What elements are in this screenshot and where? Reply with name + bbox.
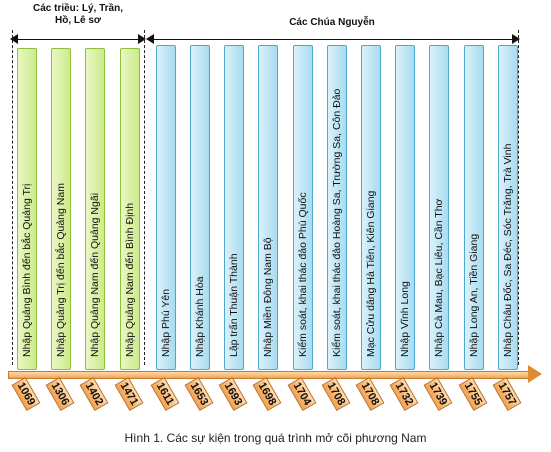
event-label: Kiểm soát, khai thác đảo Hoàng Sa, Trườn… <box>330 88 343 357</box>
year-tag: 1471 <box>114 377 144 411</box>
event-bar: Nhập Phú Yên <box>155 45 176 370</box>
event-bar: Nhập Quảng Trị đến bắc Quảng Nam <box>51 48 72 370</box>
nguyen-bracket-left-arrow <box>146 34 154 44</box>
event-label: Nhập Long An, Tiền Giang <box>467 233 480 357</box>
event-bar: Nhập Quảng Bình đến bắc Quảng Trị <box>17 48 37 370</box>
year-tag: 1739 <box>423 377 453 411</box>
dynasties-bracket-line <box>16 39 140 40</box>
separator-left <box>12 30 13 365</box>
event-label: Nhập Cà Mau, Bạc Liêu, Cần Thơ <box>433 198 446 357</box>
event-bar: Kiểm soát, khai thác đảo Hoàng Sa, Trườn… <box>326 45 347 370</box>
dynasties-label-line2: Hồ, Lê sơ <box>54 15 101 26</box>
event-label: Kiểm soát, khai thác đảo Phú Quốc <box>296 192 309 357</box>
figure-caption: Hình 1. Các sự kiện trong quá trình mở c… <box>124 431 427 445</box>
event-label: Nhập Quảng Nam đến Quảng Ngãi <box>89 192 102 357</box>
year-tag: 1653 <box>184 377 214 411</box>
dynasties-bracket-left-arrow <box>10 34 18 44</box>
event-label: Nhập Quảng Trị đến bắc Quảng Nam <box>55 183 68 357</box>
event-label: Nhập Quảng Bình đến bắc Quảng Trị <box>21 183 33 357</box>
year-tag: 1069 <box>11 377 41 411</box>
event-label: Nhập Vĩnh Long <box>399 281 412 357</box>
event-label: Nhập Châu Đốc, Sa Đéc, Sóc Trăng, Trà Vi… <box>501 143 514 357</box>
event-bar: Nhập Long An, Tiền Giang <box>463 45 484 370</box>
year-tag: 1755 <box>458 377 488 411</box>
event-bar: Kiểm soát, khai thác đảo Phú Quốc <box>292 45 313 370</box>
nguyen-bracket-right-arrow <box>512 34 520 44</box>
separator-right <box>518 30 519 365</box>
event-bar: Nhập Khánh Hòa <box>190 45 210 370</box>
event-bar: Nhập Quảng Nam đến Quảng Ngãi <box>85 48 106 370</box>
event-label: Nhập Miền Đông Nam Bộ <box>262 237 275 357</box>
timeline-arrow-head <box>528 365 542 383</box>
event-label: Nhập Phú Yên <box>159 288 172 357</box>
dynasties-bracket-right-arrow <box>138 34 146 44</box>
separator-middle <box>144 30 145 365</box>
dynasties-label-line1: Các triều: Lý, Trần, <box>32 3 124 14</box>
year-tag: 1704 <box>287 377 317 411</box>
year-tag: 1732 <box>389 377 419 411</box>
event-bar: Nhập Miền Đông Nam Bộ <box>258 45 279 370</box>
nguyen-bracket-line <box>152 39 514 40</box>
event-bar: Nhập Vĩnh Long <box>395 45 416 370</box>
year-tag: 1708 <box>321 377 351 411</box>
event-label: Nhập Quảng Nam đến Bình Định <box>123 202 136 357</box>
year-tag: 1402 <box>79 377 109 411</box>
year-tag: 1693 <box>218 377 248 411</box>
event-bar: Nhập Quảng Nam đến Bình Định <box>119 48 140 370</box>
nguyen-group-label: Các Chúa Nguyễn <box>289 17 375 28</box>
timeline-axis <box>8 371 530 379</box>
event-label: Mạc Cửu dâng Hà Tiên, Kiên Giang <box>365 190 377 357</box>
event-label: Nhập Khánh Hòa <box>194 276 206 357</box>
year-tag: 1611 <box>150 377 180 411</box>
year-tag: 1306 <box>45 377 75 411</box>
dynasties-group-label: Các triều: Lý, Trần, Hồ, Lê sơ <box>14 3 142 27</box>
event-bar: Nhập Cà Mau, Bạc Liêu, Cần Thơ <box>429 45 450 370</box>
event-bar: Nhập Châu Đốc, Sa Đéc, Sóc Trăng, Trà Vi… <box>497 45 518 370</box>
year-tag: 1708 <box>355 377 385 411</box>
event-label: Lập trấn Thuận Thành <box>228 253 241 357</box>
year-tag: 1698 <box>252 377 282 411</box>
event-bar: Mạc Cửu dâng Hà Tiên, Kiên Giang <box>361 45 381 370</box>
event-bar: Lập trấn Thuận Thành <box>224 45 245 370</box>
year-tag: 1757 <box>492 377 522 411</box>
